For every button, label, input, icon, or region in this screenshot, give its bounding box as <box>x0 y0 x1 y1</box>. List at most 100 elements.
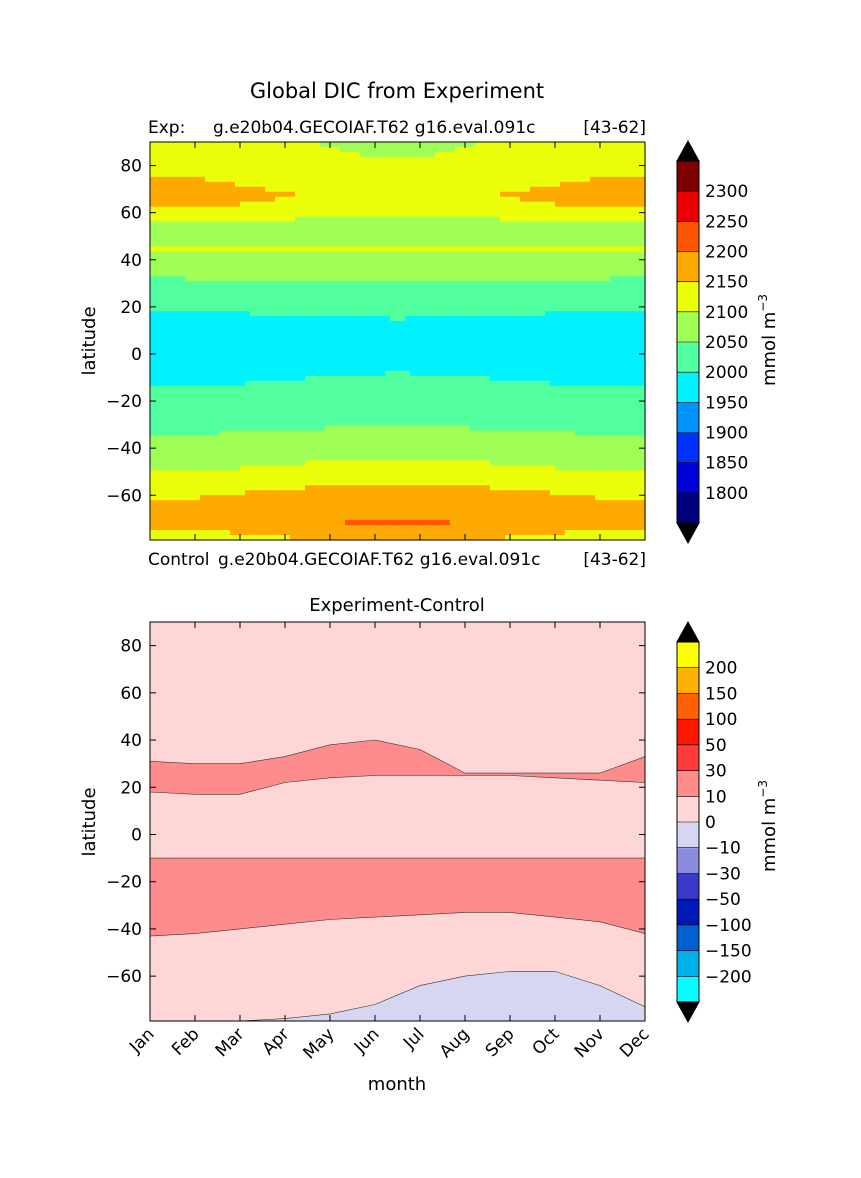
dic-cell <box>360 271 366 277</box>
dic-cell <box>330 216 336 223</box>
dic-cell <box>210 370 216 377</box>
dic-cell <box>375 380 381 387</box>
dic-cell <box>305 375 311 382</box>
dic-cell <box>540 261 546 267</box>
dic-cell <box>170 261 176 267</box>
dic-cell <box>295 321 301 327</box>
dic-cell <box>295 166 301 173</box>
dic-cell <box>555 221 561 228</box>
dic-cell <box>295 360 301 367</box>
dic-cell <box>570 251 576 258</box>
dic-cell <box>460 296 466 302</box>
dic-cell <box>575 196 581 203</box>
dic-cell <box>395 286 401 292</box>
dic-cell <box>555 236 561 243</box>
dic-cell <box>415 211 421 218</box>
dic-cell <box>335 256 341 262</box>
dic-cell <box>460 142 466 148</box>
dic-cell <box>270 301 276 307</box>
dic-cell <box>620 181 626 188</box>
dic-cell <box>420 301 426 307</box>
dic-cell <box>265 326 271 332</box>
dic-cell <box>185 241 191 248</box>
dic-cell <box>610 311 616 317</box>
dic-cell <box>260 331 266 337</box>
dic-cell <box>500 191 506 198</box>
dic-cell <box>440 375 446 382</box>
dic-cell <box>210 156 216 163</box>
dic-cell <box>335 316 341 322</box>
dic-cell <box>475 221 481 228</box>
dic-cell <box>280 286 286 292</box>
dic-cell <box>215 226 221 233</box>
dic-cell <box>485 350 491 357</box>
dic-cell <box>580 146 586 153</box>
dic-cell <box>195 216 201 223</box>
dic-cell <box>175 221 181 228</box>
dic-cell <box>455 355 461 362</box>
dic-cell <box>375 321 381 327</box>
dic-cell <box>605 166 611 173</box>
dic-cell <box>365 216 371 223</box>
dic-cell <box>325 211 331 218</box>
dic-cell <box>500 266 506 272</box>
dic-cell <box>635 345 641 352</box>
dic-cell <box>455 261 461 267</box>
dic-cell <box>355 370 361 377</box>
dic-cell <box>430 221 436 228</box>
dic-cell <box>225 316 231 322</box>
dic-cell <box>545 216 551 223</box>
dic-cell <box>245 256 251 262</box>
dic-cell <box>285 246 291 253</box>
dic-cell <box>545 306 551 312</box>
dic-cell <box>635 311 641 317</box>
dic-cell <box>200 331 206 337</box>
dic-cell <box>170 241 176 248</box>
dic-cell <box>405 146 411 153</box>
dic-cell <box>410 286 416 292</box>
dic-cell <box>370 191 376 198</box>
dic-cell <box>240 291 246 297</box>
dic-cell <box>235 365 241 372</box>
dic-cell <box>165 146 171 153</box>
dic-cell <box>495 336 501 342</box>
dic-cell <box>180 166 186 173</box>
dic-cell <box>305 350 311 357</box>
dic-cell <box>440 336 446 342</box>
dic-cell <box>630 306 636 312</box>
dic-cell <box>340 336 346 342</box>
dic-cell <box>505 380 511 387</box>
dic-cell <box>305 326 311 332</box>
dic-cell <box>165 211 171 218</box>
dic-cell <box>385 241 391 248</box>
dic-cell <box>620 256 626 262</box>
dic-cell <box>445 236 451 243</box>
dic-cell <box>560 206 566 213</box>
dic-cell <box>250 350 256 357</box>
dic-cell <box>315 271 321 277</box>
dic-cell <box>350 231 356 238</box>
dic-cell <box>475 142 481 148</box>
dic-cell <box>345 390 351 397</box>
dic-cell <box>420 246 426 253</box>
dic-cell <box>305 256 311 262</box>
dic-cell <box>570 191 576 198</box>
dic-cell <box>490 301 496 307</box>
dic-cell <box>535 360 541 367</box>
dic-cell <box>495 341 501 347</box>
dic-cell <box>595 360 601 367</box>
dic-cell <box>335 390 341 397</box>
dic-cell <box>285 291 291 297</box>
dic-cell <box>600 291 606 297</box>
dic-cell <box>550 241 556 248</box>
dic-cell <box>240 206 246 213</box>
dic-cell <box>545 246 551 253</box>
dic-cell <box>335 191 341 198</box>
dic-cell <box>490 375 496 382</box>
dic-cell <box>300 236 306 243</box>
dic-cell <box>610 226 616 233</box>
dic-cell <box>280 296 286 302</box>
dic-cell <box>570 321 576 327</box>
dic-cell <box>195 311 201 317</box>
dic-cell <box>285 186 291 193</box>
